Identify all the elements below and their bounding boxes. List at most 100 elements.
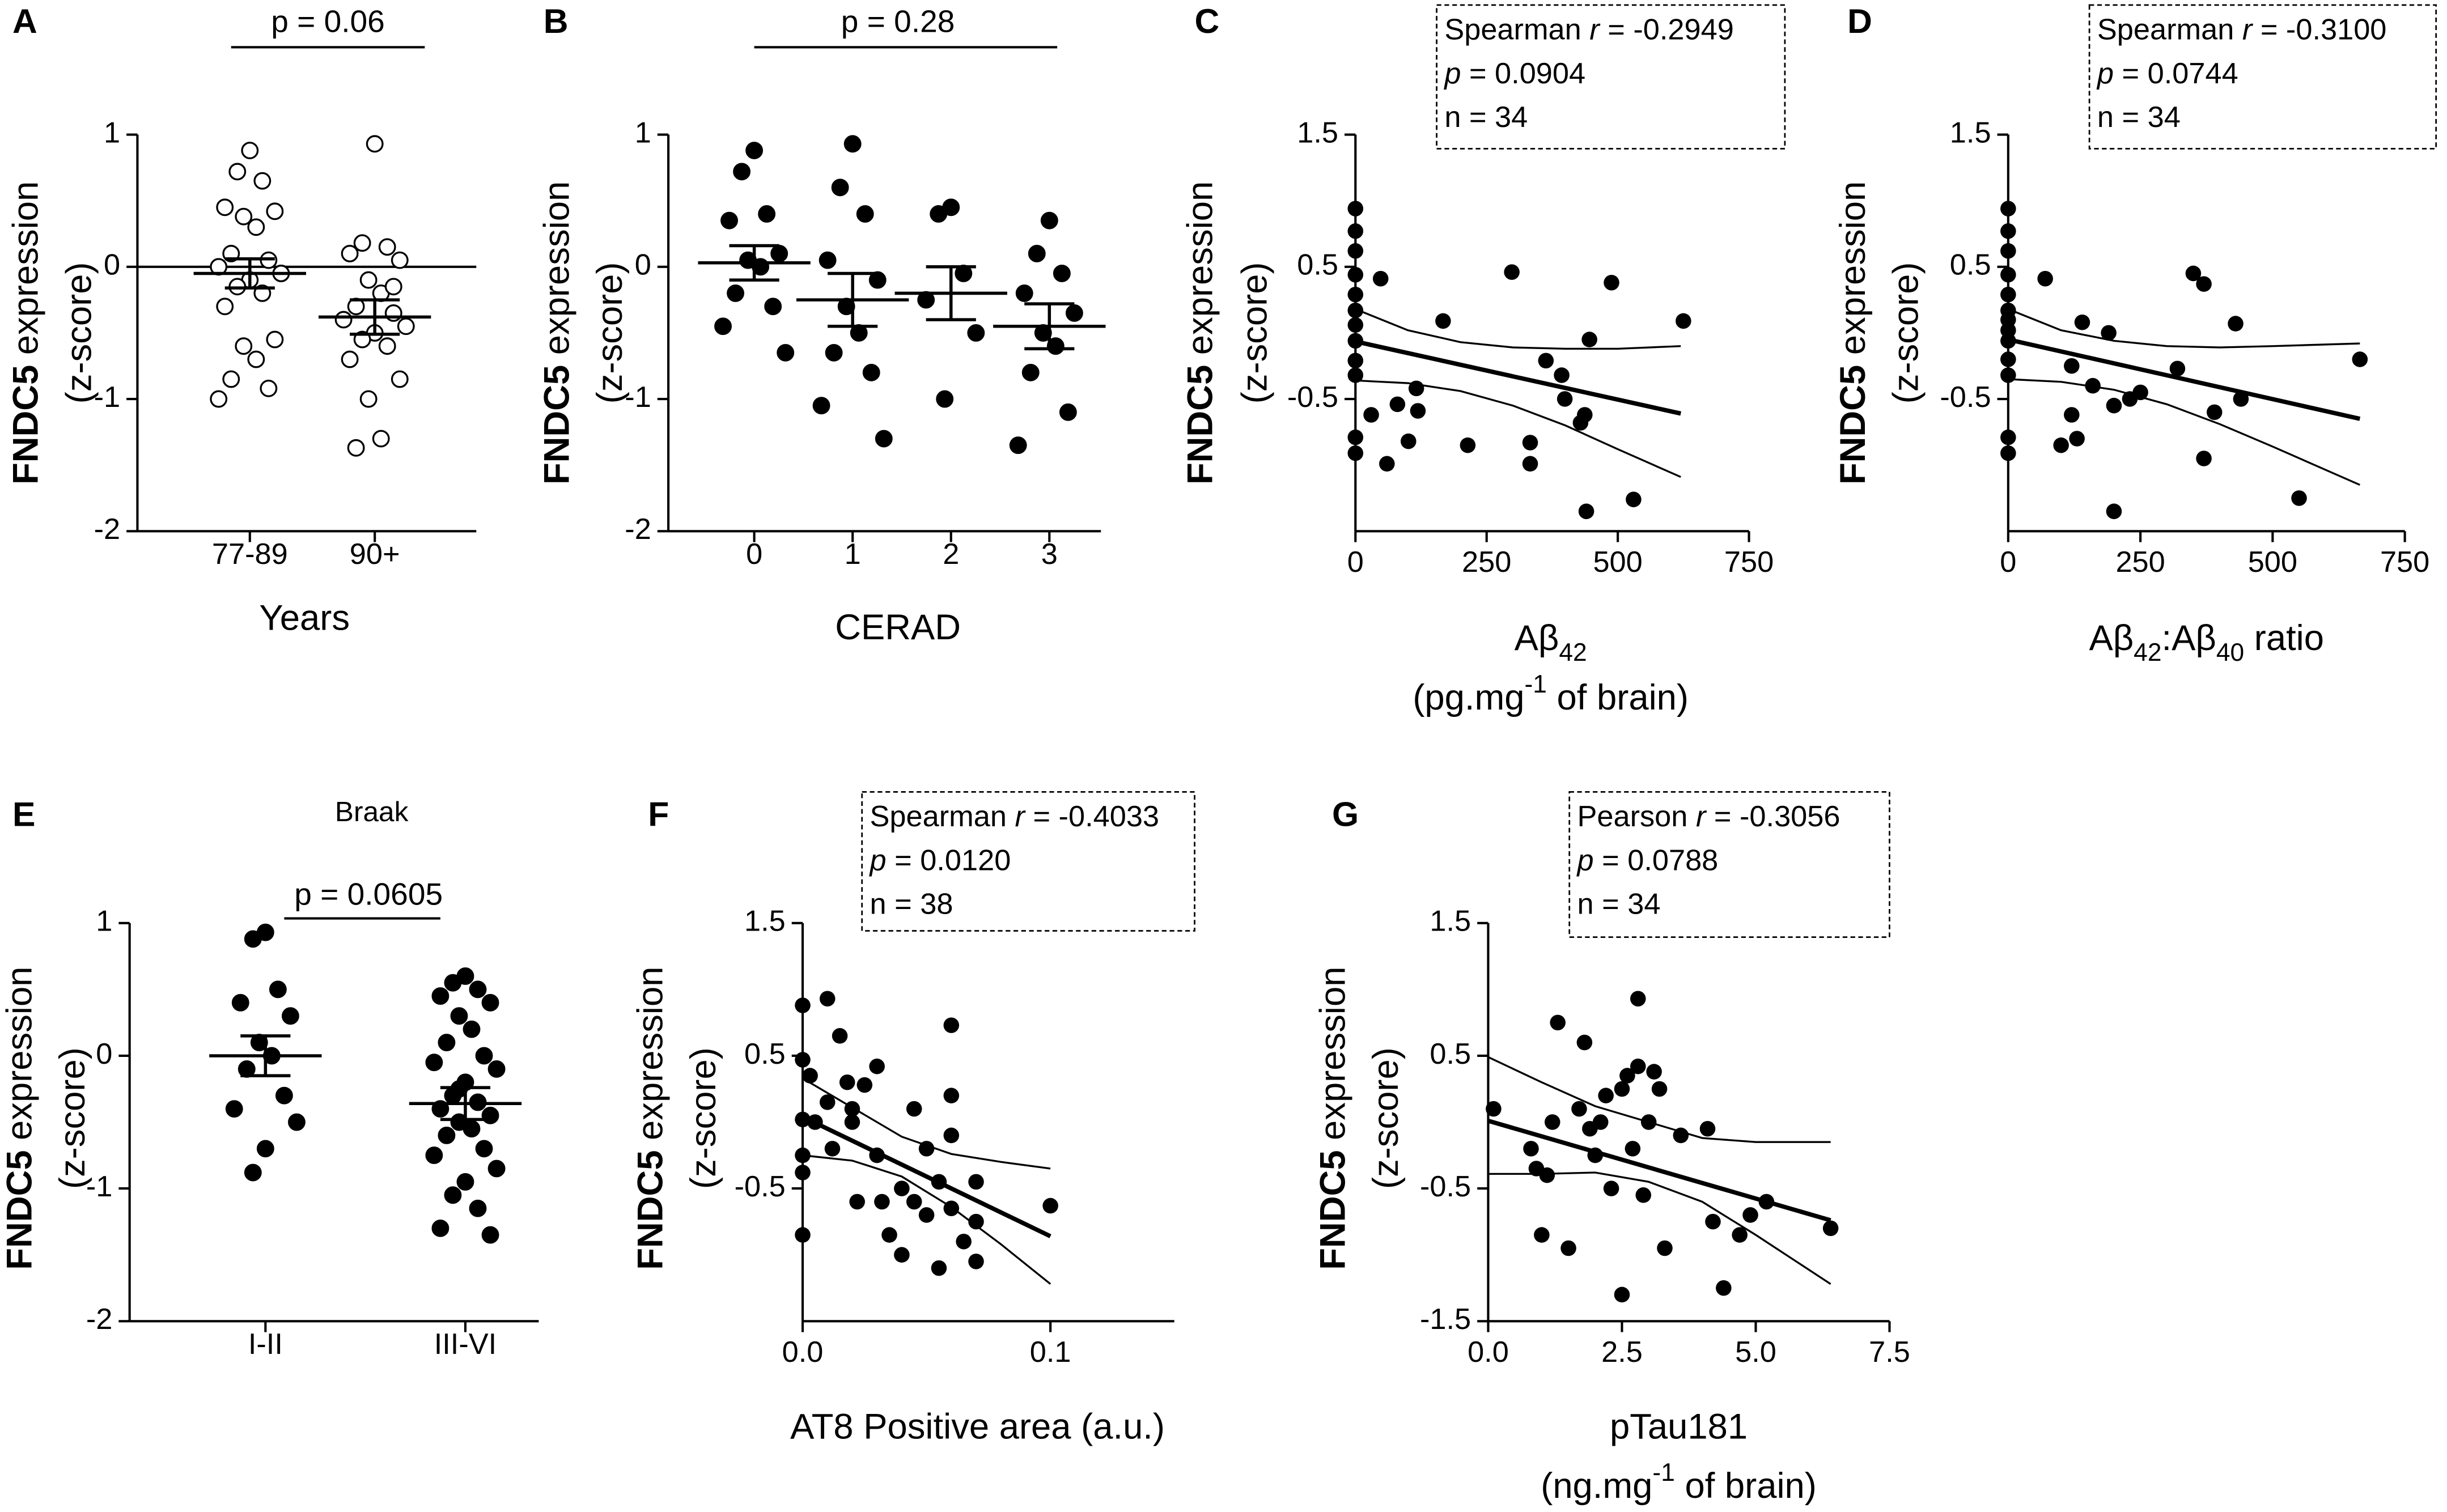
x-axis-label-part: 42 — [2134, 639, 2161, 666]
y-axis-label: FNDC5 expression — [6, 181, 45, 485]
data-point — [1347, 201, 1364, 216]
data-point — [1523, 1141, 1539, 1157]
x-tick-label: 2 — [943, 538, 959, 571]
y-tick-label: -2 — [94, 513, 121, 546]
data-point — [391, 251, 409, 269]
y-axis-label-part: FNDC5 — [630, 1150, 670, 1270]
data-point — [1347, 429, 1364, 445]
data-point — [819, 251, 837, 269]
x-tick-label: 500 — [1593, 546, 1642, 579]
y-tick-label: -1.5 — [1420, 1303, 1471, 1336]
data-point — [1347, 302, 1364, 318]
x-axis-label-part: Aβ — [2089, 618, 2134, 658]
stats-text-part: = -0.4033 — [1025, 800, 1159, 833]
data-point — [431, 987, 449, 1005]
data-point — [1742, 1207, 1758, 1223]
x-axis-label-part: AT8 Positive area (a.u.) — [790, 1407, 1165, 1446]
x-tick-label: 750 — [1724, 546, 1774, 579]
y-tick-label: 0 — [96, 1038, 112, 1071]
data-point — [1554, 367, 1570, 383]
stats-text: Spearman r = -0.3100 — [2097, 14, 2387, 46]
data-point — [2074, 314, 2090, 330]
y-axis-label-part: (z-score) — [590, 262, 630, 404]
y-axis-label-part: FNDC5 — [6, 365, 45, 485]
x-tick-label: 77-89 — [212, 538, 288, 571]
regression-line — [2008, 337, 2361, 421]
data-point — [930, 205, 948, 223]
data-point — [397, 317, 415, 335]
annotation: p = 0.06 — [271, 3, 385, 39]
data-point — [1534, 1227, 1550, 1243]
confidence-band — [1488, 1171, 1831, 1285]
data-point — [288, 1113, 306, 1131]
panel-letter: B — [544, 2, 569, 40]
data-point — [1577, 407, 1593, 423]
data-point — [231, 993, 249, 1012]
data-point — [2196, 451, 2212, 466]
data-point — [1021, 363, 1040, 381]
data-point — [1619, 1068, 1635, 1084]
data-point — [1460, 437, 1476, 453]
data-point — [2352, 351, 2368, 367]
data-point — [2000, 286, 2016, 303]
regression-line — [1355, 339, 1682, 416]
data-point — [247, 350, 265, 368]
regression-line — [801, 1115, 1051, 1238]
x-axis-label: (ng.mg-1 of brain) — [1541, 1459, 1817, 1506]
data-point — [1347, 352, 1364, 369]
confidence-band — [1355, 308, 1681, 350]
x-tick-label: III-VI — [434, 1328, 497, 1361]
stats-text-part: = 0.0904 — [1461, 57, 1585, 90]
data-point — [235, 337, 253, 355]
data-point — [1716, 1280, 1732, 1296]
error-bar — [1024, 302, 1075, 351]
data-point — [425, 1054, 443, 1072]
x-tick-label: 0 — [2000, 546, 2016, 579]
data-point — [222, 370, 240, 388]
data-point — [812, 397, 830, 415]
data-point — [216, 298, 234, 316]
data-point — [269, 980, 287, 999]
y-axis-label-part: (z-score) — [59, 262, 99, 404]
x-axis-label: Years — [259, 598, 350, 638]
stats-text-part: p — [1576, 844, 1593, 877]
data-point — [341, 350, 359, 368]
data-point — [1651, 1081, 1668, 1097]
stats-text: n = 38 — [870, 887, 953, 920]
x-tick-label: 250 — [2115, 546, 2165, 579]
data-point — [839, 1074, 855, 1090]
data-point — [831, 179, 849, 197]
data-point — [1557, 391, 1573, 407]
x-axis-label-part: of brain) — [1675, 1466, 1817, 1506]
y-axis-label-part: FNDC5 — [0, 1150, 39, 1270]
y-axis-label-part: expression — [6, 181, 45, 365]
data-point — [1576, 1034, 1593, 1051]
data-point — [463, 1120, 481, 1138]
data-point — [438, 1034, 456, 1051]
stats-text-part: p — [1443, 57, 1461, 90]
stats-text-part: Spearman — [1444, 14, 1589, 46]
data-point — [795, 1227, 811, 1243]
x-axis-label-part: of brain) — [1547, 678, 1689, 717]
data-point — [906, 1101, 922, 1117]
x-tick-label: 3 — [1041, 538, 1058, 571]
panel-letter: A — [12, 2, 37, 40]
y-tick-label: -0.5 — [1420, 1170, 1471, 1203]
data-point — [1705, 1213, 1721, 1230]
x-axis-label: AT8 Positive area (a.u.) — [790, 1407, 1165, 1446]
data-point — [2106, 503, 2122, 520]
data-point — [2101, 325, 2117, 341]
data-point — [1410, 403, 1426, 419]
data-point — [918, 1207, 935, 1223]
data-point — [1603, 1180, 1619, 1196]
stats-text-part: = 0.0788 — [1594, 844, 1719, 877]
data-point — [266, 202, 284, 220]
data-point — [384, 278, 402, 296]
data-point — [359, 271, 378, 289]
error-bar — [350, 298, 400, 336]
confidence-band — [2008, 378, 2360, 486]
y-axis-label: FNDC5 expression — [537, 181, 576, 485]
y-tick-label: 1.5 — [1430, 905, 1471, 938]
data-point — [378, 238, 396, 256]
